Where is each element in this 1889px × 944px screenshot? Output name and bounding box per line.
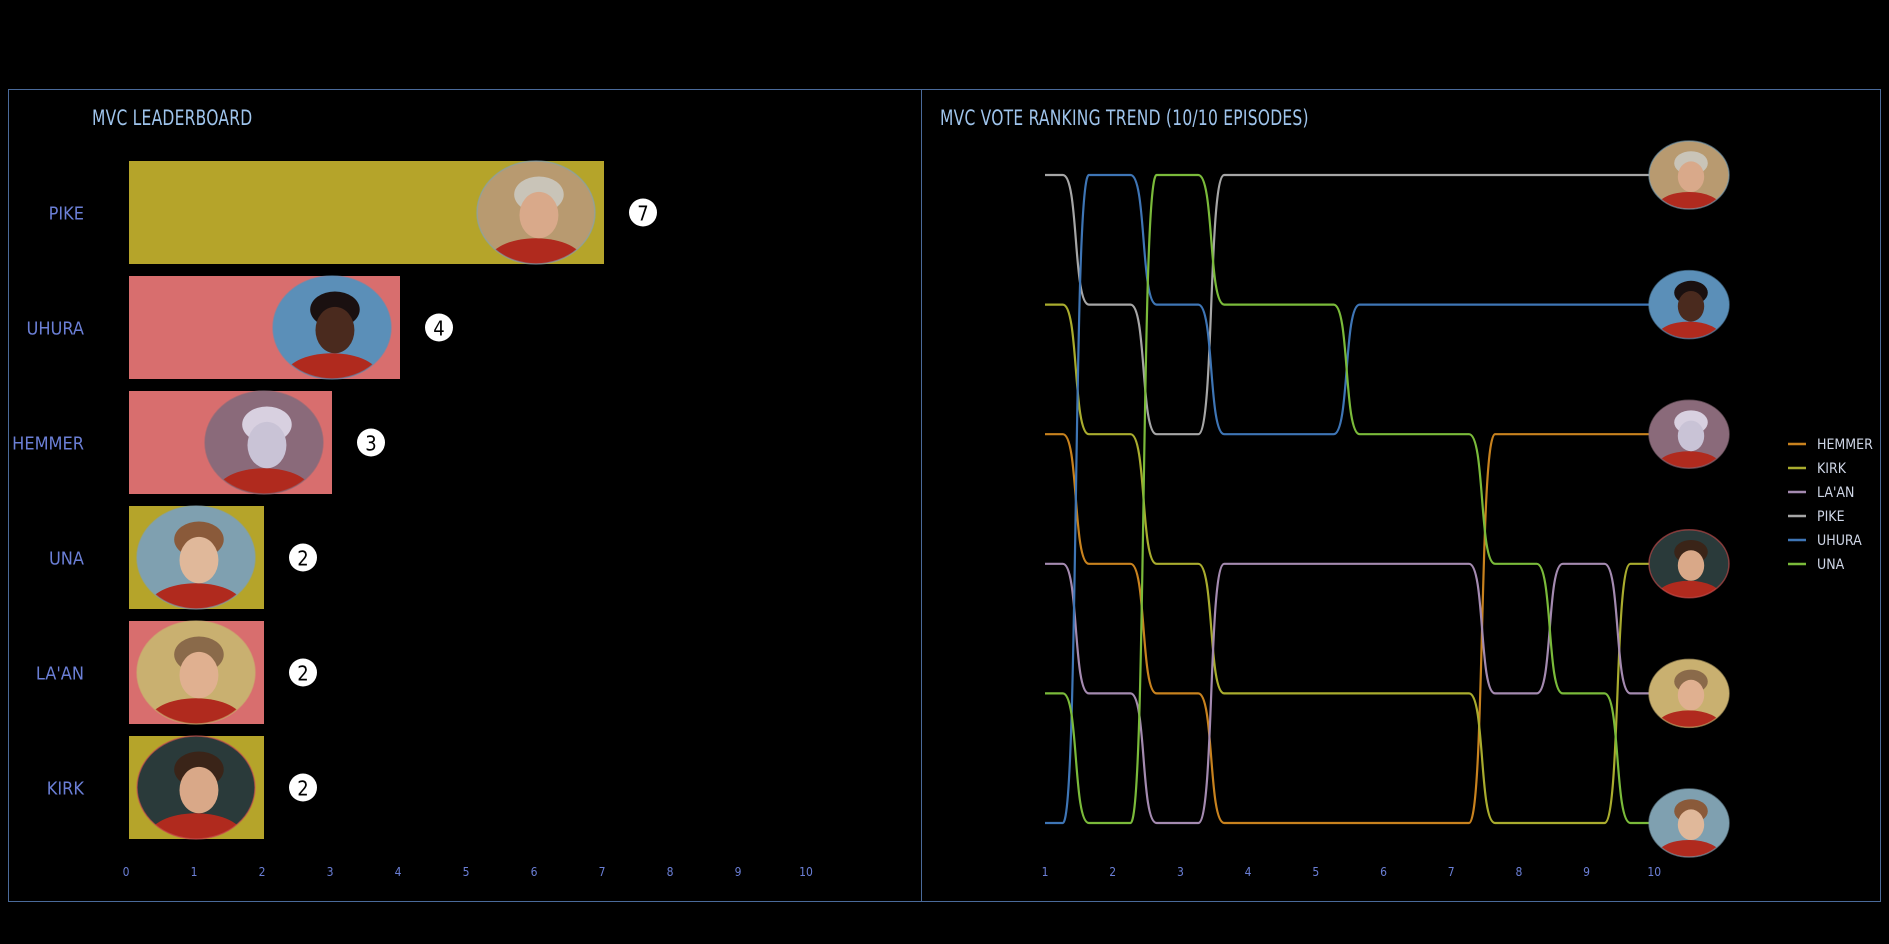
value-label-hemmer: 3 [365, 432, 376, 456]
trend-x-tick: 7 [1448, 865, 1455, 879]
trend-line-kirk [1045, 303, 1655, 825]
bar-label-hemmer: HEMMER [12, 434, 84, 455]
trend-x-tick: 6 [1380, 865, 1387, 879]
bar-label-kirk: KIRK [47, 779, 85, 800]
x-tick: 0 [123, 865, 130, 879]
avatar-la-an [136, 620, 256, 725]
value-badge-uhura [425, 313, 453, 342]
trend-x-tick: 5 [1312, 865, 1319, 879]
avatar-una [136, 505, 256, 610]
value-label-una: 2 [297, 547, 308, 571]
x-tick: 8 [667, 865, 674, 879]
trend-x-tick: 8 [1515, 865, 1522, 879]
x-tick: 4 [395, 865, 402, 879]
bar-label-uhura: UHURA [27, 319, 85, 340]
x-tick: 10 [799, 865, 813, 879]
x-tick: 3 [327, 865, 334, 879]
legend-label-pike: PIKE [1817, 509, 1845, 525]
trend-title: MVC VOTE RANKING TREND (10/10 EPISODES) [940, 106, 1309, 130]
trend-line-pike [1045, 173, 1655, 436]
ranking-trend-chart: 1 2 3 4 5 6 7 8 9 10 HEMMER KIRK LA'AN PIKE UHURA UNA [1042, 140, 1873, 879]
trend-x-tick: 9 [1583, 865, 1590, 879]
value-label-pike: 7 [637, 202, 648, 226]
x-tick: 7 [599, 865, 606, 879]
legend-label-uhura: UHURA [1817, 533, 1862, 549]
bar-label-la-an: LA'AN [36, 664, 84, 685]
value-badge-pike [629, 198, 657, 227]
avatar-hemmer [204, 390, 324, 495]
legend-label-kirk: KIRK [1817, 461, 1847, 477]
trend-x-tick: 4 [1245, 865, 1252, 879]
avatar-hemmer [1648, 399, 1730, 469]
trend-line-una [1045, 173, 1655, 825]
avatar-pike [476, 160, 596, 265]
value-badge-la-an [289, 658, 317, 687]
legend-label-hemmer: HEMMER [1817, 437, 1873, 453]
trend-legend: HEMMER KIRK LA'AN PIKE UHURA UNA [1788, 437, 1873, 573]
avatar-una [1648, 788, 1730, 858]
x-tick: 2 [259, 865, 266, 879]
x-tick: 5 [463, 865, 470, 879]
value-label-la-an: 2 [297, 662, 308, 686]
value-badge-kirk [289, 773, 317, 802]
value-badge-hemmer [357, 428, 385, 457]
legend-label-la-an: LA'AN [1817, 485, 1854, 501]
bar-label-una: UNA [49, 549, 84, 570]
avatar-uhura [272, 275, 392, 380]
avatar-kirk [1648, 529, 1730, 599]
trend-x-tick: 2 [1109, 865, 1116, 879]
leaderboard-panel: MVC LEADERBOARD PIKE 7 UHURA 4 HEMMER 3 UNA 2 LA… [8, 89, 922, 902]
avatar-kirk [136, 735, 256, 840]
trend-line-la-an [1045, 562, 1655, 825]
avatar-uhura [1648, 269, 1730, 340]
value-badge-una [289, 543, 317, 572]
trend-line-uhura [1045, 173, 1655, 825]
x-tick: 6 [531, 865, 538, 879]
trend-x-tick: 3 [1177, 865, 1184, 879]
leaderboard-chart: PIKE 7 UHURA 4 HEMMER 3 UNA 2 LA'AN 2 KIRK 2 0 1 2 3 4 5 6… [12, 160, 813, 879]
leaderboard-title: MVC LEADERBOARD [92, 106, 253, 130]
value-label-kirk: 2 [297, 777, 308, 801]
value-label-uhura: 4 [433, 317, 444, 341]
ranking-trend-panel: MVC VOTE RANKING TREND (10/10 EPISODES) … [921, 89, 1881, 902]
trend-x-tick: 1 [1042, 865, 1049, 879]
x-tick: 1 [191, 865, 198, 879]
avatar-la-an [1648, 658, 1730, 729]
bar-label-pike: PIKE [49, 204, 84, 225]
trend-x-tick: 10 [1647, 865, 1661, 879]
x-tick: 9 [735, 865, 742, 879]
avatar-pike [1648, 140, 1730, 210]
legend-label-una: UNA [1817, 557, 1845, 573]
